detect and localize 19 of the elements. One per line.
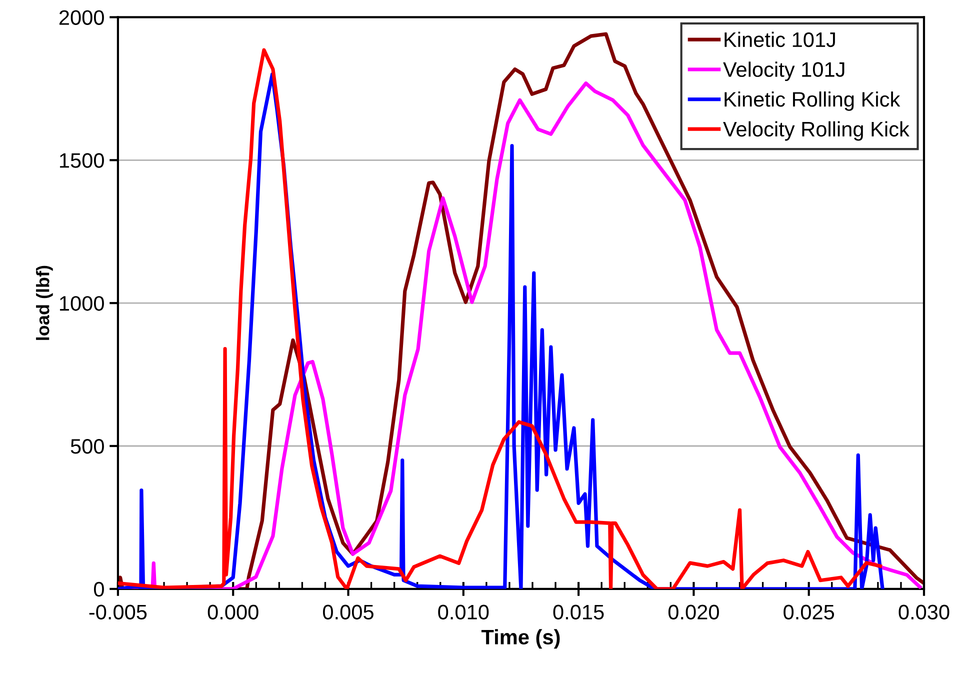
y-tick-label: 0 [94, 582, 104, 597]
y-tick-label: 500 [70, 438, 104, 454]
x-axis-title: Time (s) [481, 629, 560, 649]
x-tick-label: -0.005 [89, 604, 147, 620]
x-tick-label: 0.010 [438, 604, 489, 620]
legend-label: Velocity Rolling Kick [723, 121, 910, 141]
legend-label: Velocity 101J [723, 62, 844, 82]
x-tick-label: 0.015 [553, 604, 604, 620]
x-tick-label: 0.020 [668, 604, 719, 620]
legend-label: Kinetic Rolling Kick [724, 91, 900, 111]
y-tick-label: 2000 [59, 10, 104, 25]
y-tick-label: 1500 [60, 153, 104, 168]
x-tick-label: 0.025 [784, 604, 834, 620]
x-tick-label: 0.005 [323, 604, 374, 620]
y-tick-label: 1000 [60, 296, 104, 311]
legend-label: Kinetic 101J [724, 32, 835, 48]
x-tick-label: 0.030 [898, 604, 950, 620]
y-axis-title: load (lbf) [36, 266, 53, 340]
x-tick-label: 0.000 [208, 604, 258, 620]
